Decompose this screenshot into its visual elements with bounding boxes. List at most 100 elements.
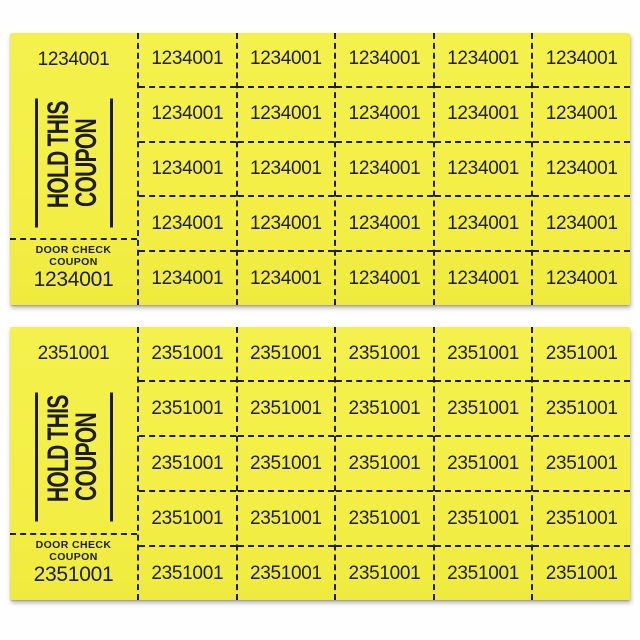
coupon-serial-number: 2351001	[447, 562, 520, 584]
stub-serial-number: 1234001	[37, 49, 110, 70]
coupon-cell: 2351001	[434, 490, 532, 545]
coupon-serial-number: 2351001	[545, 397, 618, 419]
coupon-serial-number: 2351001	[151, 507, 224, 529]
coupon-cell: 2351001	[237, 435, 335, 490]
stub-section: 2351001 HOLD THIS COUPON DOOR CHECK COUP…	[10, 327, 137, 600]
stub-serial-number: 2351001	[37, 343, 110, 364]
coupon-serial-number: 1234001	[249, 212, 322, 234]
hold-coupon-label: COUPON	[69, 413, 103, 501]
coupon-cell: 2351001	[336, 435, 433, 490]
coupon-cell: 1234001	[237, 195, 335, 250]
coupon-cell: 1234001	[237, 140, 335, 196]
coupon-cell: 1234001	[336, 33, 433, 86]
coupon-cell: 1234001	[139, 195, 236, 250]
coupon-column: 1234001 1234001 1234001 1234001 1234001	[334, 33, 433, 305]
coupon-cell: 2351001	[533, 327, 630, 380]
door-check-label-line1: DOOR CHECK	[35, 244, 112, 256]
coupon-serial-number: 1234001	[447, 267, 520, 289]
hold-text-ruled-box: HOLD THIS COUPON	[34, 392, 113, 522]
coupon-cell: 1234001	[139, 250, 236, 305]
coupon-column: 2351001 2351001 2351001 2351001 2351001	[531, 327, 630, 600]
coupon-serial-number: 2351001	[348, 397, 421, 419]
coupon-serial-number: 2351001	[447, 342, 520, 364]
coupon-cell: 2351001	[336, 380, 433, 435]
rotated-text-wrapper: HOLD THIS COUPON	[34, 392, 113, 522]
coupon-serial-number: 1234001	[447, 48, 520, 70]
coupon-cell: 1234001	[533, 33, 630, 86]
hold-coupon-label: COUPON	[69, 118, 103, 207]
coupon-cell: 2351001	[434, 380, 532, 435]
coupon-serial-number: 1234001	[151, 267, 224, 289]
coupon-column: 1234001 1234001 1234001 1234001 1234001	[432, 33, 532, 305]
coupon-serial-number: 2351001	[151, 342, 224, 364]
door-check-label-line2: COUPON	[49, 255, 98, 268]
coupon-cell: 1234001	[533, 85, 630, 141]
coupon-cell: 2351001	[434, 545, 532, 600]
coupon-cell: 1234001	[336, 85, 433, 141]
coupon-cell: 2351001	[336, 545, 433, 600]
coupon-serial-number: 1234001	[151, 103, 224, 125]
coupon-serial-number: 1234001	[545, 103, 618, 125]
coupon-serial-number: 1234001	[447, 212, 520, 234]
coupon-cell: 2351001	[139, 490, 236, 545]
coupon-serial-number: 1234001	[151, 212, 224, 234]
coupon-cell: 2351001	[237, 490, 335, 545]
coupon-serial-number: 1234001	[249, 157, 322, 179]
coupon-serial-number: 2351001	[447, 452, 520, 474]
coupon-serial-number: 2351001	[545, 342, 618, 364]
coupon-column: 2351001 2351001 2351001 2351001 2351001	[334, 327, 433, 600]
coupon-cell: 1234001	[533, 195, 630, 250]
door-check-label-line2: COUPON	[49, 550, 98, 563]
coupon-column: 2351001 2351001 2351001 2351001 2351001	[235, 327, 335, 600]
coupon-serial-number: 2351001	[447, 507, 520, 529]
coupon-serial-number: 2351001	[151, 452, 224, 474]
coupon-serial-number: 1234001	[249, 103, 322, 125]
coupon-cell: 2351001	[336, 490, 433, 545]
coupon-cell: 1234001	[238, 33, 335, 86]
coupon-serial-number: 2351001	[348, 342, 421, 364]
door-check-section: DOOR CHECK COUPON 2351001	[10, 533, 137, 600]
coupon-column: 1234001 1234001 1234001 1234001 1234001	[531, 33, 630, 305]
stub-header: 2351001	[10, 327, 137, 381]
coupon-column: 1234001 1234001 1234001 1234001 1234001	[235, 33, 335, 305]
coupon-cell: 2351001	[139, 435, 236, 490]
coupon-cell: 1234001	[434, 85, 532, 141]
coupon-cell: 1234001	[434, 250, 532, 305]
coupon-serial-number: 1234001	[545, 48, 618, 70]
door-check-serial-number: 1234001	[33, 268, 114, 291]
hold-this-coupon-block: HOLD THIS COUPON	[10, 87, 137, 238]
coupon-serial-number: 2351001	[447, 397, 520, 419]
coupon-serial-number: 1234001	[545, 212, 618, 234]
door-check-section: DOOR CHECK COUPON 1234001	[10, 238, 137, 305]
coupon-cell: 1234001	[336, 140, 433, 196]
coupon-cell: 1234001	[435, 33, 532, 86]
coupon-cell: 2351001	[139, 327, 236, 380]
coupon-serial-number: 2351001	[545, 452, 618, 474]
coupon-cell: 2351001	[139, 380, 236, 435]
door-check-serial-number: 2351001	[33, 563, 114, 586]
coupon-cell: 2351001	[336, 327, 433, 380]
coupon-column: 2351001 2351001 2351001 2351001 2351001	[432, 327, 532, 600]
coupon-serial-number: 1234001	[249, 267, 322, 289]
coupon-cell: 1234001	[139, 33, 236, 86]
coupon-serial-number: 1234001	[151, 157, 224, 179]
coupon-serial-number: 2351001	[249, 452, 322, 474]
coupon-cell: 2351001	[533, 490, 630, 545]
coupon-serial-number: 1234001	[348, 212, 421, 234]
coupon-cell: 2351001	[237, 380, 335, 435]
coupon-cell: 2351001	[237, 545, 335, 600]
coupon-cell: 1234001	[336, 195, 433, 250]
coupon-cell: 1234001	[336, 250, 433, 305]
coupon-serial-number: 1234001	[348, 267, 421, 289]
coupon-serial-number: 2351001	[348, 452, 421, 474]
coupon-serial-number: 2351001	[249, 397, 322, 419]
coupon-cell: 1234001	[434, 195, 532, 250]
stub-section: 1234001 HOLD THIS COUPON DOOR CHECK COUP…	[10, 33, 137, 305]
rotated-text-wrapper: HOLD THIS COUPON	[34, 98, 113, 227]
coupon-serial-number: 1234001	[348, 103, 421, 125]
coupon-cell: 1234001	[533, 250, 630, 305]
coupon-cell: 2351001	[434, 435, 532, 490]
coupon-column: 2351001 2351001 2351001 2351001 2351001	[137, 327, 236, 600]
coupon-serial-number: 2351001	[151, 562, 224, 584]
